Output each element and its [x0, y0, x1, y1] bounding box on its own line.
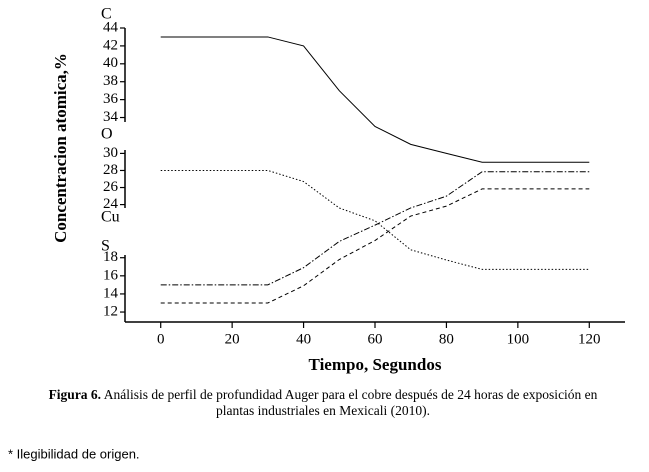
line-series	[160, 36, 590, 163]
caption-text: plantas industriales en Mexicali (2010).	[216, 403, 430, 418]
x-tick-label: 60	[368, 331, 383, 347]
y-tick-label: 12	[103, 303, 118, 319]
x-axis-label: Tiempo, Segundos	[309, 355, 442, 374]
y-tick-label: 38	[103, 73, 118, 89]
y-tick-label: 30	[103, 145, 118, 161]
y-tick-label: 28	[103, 162, 118, 178]
caption: Figura 6. Análisis de perfil de profundi…	[49, 387, 598, 402]
panel-label: S	[101, 238, 110, 255]
y-tick-label: 14	[103, 285, 119, 301]
footnote: * Ilegibilidad de origen.	[8, 446, 140, 461]
line-series	[160, 171, 590, 286]
panel-label: O	[101, 126, 113, 143]
y-tick-label: 16	[103, 267, 119, 283]
panel-label: C	[101, 6, 112, 23]
y-axis-label: Concentracion atomica,%	[51, 53, 70, 243]
x-tick-label: 40	[296, 331, 311, 347]
x-tick-label: 80	[439, 331, 454, 347]
caption-label: Figura 6.	[49, 387, 102, 402]
line-series	[160, 169, 590, 270]
x-tick-label: 0	[157, 331, 165, 347]
caption-text: Análisis de perfil de profundidad Auger …	[104, 387, 598, 402]
panel-label: Cu	[101, 209, 120, 226]
y-tick-label: 44	[103, 19, 119, 35]
x-tick-label: 20	[225, 331, 240, 347]
line-series	[160, 188, 590, 304]
y-tick-label: 26	[103, 179, 119, 195]
y-tick-label: 42	[103, 37, 118, 53]
y-tick-label: 34	[103, 109, 119, 125]
y-tick-label: 40	[103, 55, 118, 71]
x-tick-label: 120	[578, 331, 601, 347]
y-tick-label: 36	[103, 91, 119, 107]
x-tick-label: 100	[507, 331, 530, 347]
y-tick-label: 24	[103, 196, 119, 212]
y-tick-label: 18	[103, 249, 118, 265]
